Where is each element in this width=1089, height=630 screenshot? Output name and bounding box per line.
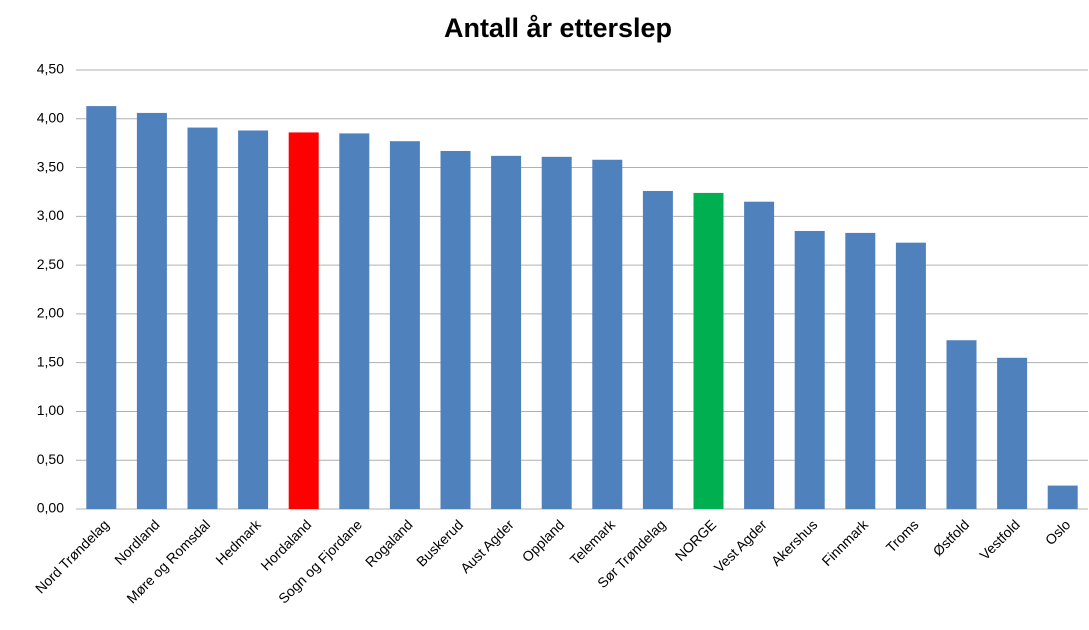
x-tick-label: Aust Agder [457,516,517,576]
x-tick-label: Finnmark [818,516,871,569]
x-tick-label: Vest Agder [711,516,770,575]
y-tick-label: 4,50 [37,61,64,77]
x-tick-label: Østfold [930,516,973,559]
x-tick-label: Akershus [768,516,821,569]
x-tick-label: Oppland [519,516,568,565]
y-tick-label: 3,50 [37,158,64,174]
bar [187,127,218,510]
bar [491,155,522,510]
bar [592,159,623,510]
bar [946,340,977,509]
bar [794,230,825,509]
bar [693,192,724,510]
x-tick-label: Oslo [1042,516,1074,548]
bar [744,201,775,509]
chart-title: Antall år etterslep [444,13,672,43]
bar [389,141,420,509]
x-tick-label: Rogaland [362,516,416,570]
x-tick-label: Buskerud [413,516,466,569]
bar [845,232,876,509]
x-tick-label: Hedmark [212,516,264,568]
bar [86,106,117,510]
x-tick-label: Nord Trøndelag [32,516,112,596]
bar [895,242,926,509]
bar [288,132,319,510]
y-tick-label: 4,00 [37,109,64,125]
bar [238,130,269,510]
x-tick-label: Troms [883,516,922,555]
x-tick-label: Nordland [111,516,162,567]
bar [997,357,1028,509]
y-tick-label: 2,50 [37,256,64,272]
bar [541,156,572,509]
bar [136,112,167,510]
y-tick-label: 2,00 [37,305,64,321]
y-tick-label: 1,50 [37,353,64,369]
y-tick-label: 1,00 [37,402,64,418]
bar [1047,485,1078,509]
bar [339,133,370,509]
x-tick-label: Telemark [567,516,619,568]
bar [440,150,471,509]
y-tick-label: 3,00 [37,207,64,223]
x-tick-label: Vestfold [976,516,1023,563]
bar [642,190,673,510]
y-tick-label: 0,00 [37,500,64,516]
x-tick-label: NORGE [672,516,720,564]
y-tick-label: 0,50 [37,451,64,467]
